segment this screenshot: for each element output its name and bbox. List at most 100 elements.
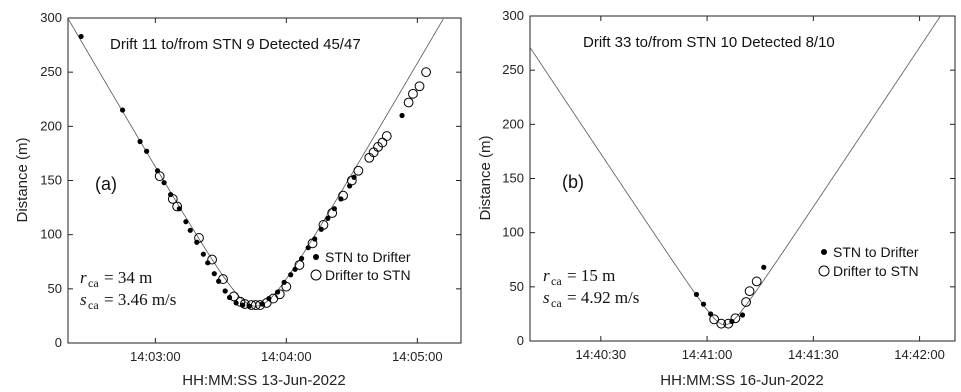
point-drifter-to-stn	[751, 276, 762, 287]
y-tick-label: 300	[40, 10, 62, 25]
point-drifter-to-stn	[381, 131, 392, 141]
y-axis-label-a: Distance (m)	[14, 137, 31, 222]
x-tick-label: 14:41:30	[788, 347, 839, 362]
point-drifter-to-stn	[327, 208, 338, 218]
y-tick-label: 50	[510, 279, 524, 294]
svg-text:ca: ca	[551, 274, 562, 288]
panel-label-a: (a)	[95, 174, 117, 194]
param-s-b: s ca = 4.92 m/s	[543, 288, 639, 310]
point-drifter-to-stn	[294, 260, 305, 270]
param-r-b: r ca = 15 m	[543, 266, 615, 288]
legend-b: STN to Drifter Drifter to STN	[818, 244, 919, 279]
point-drifter-to-stn	[744, 286, 755, 297]
param-s-a: s ca = 3.46 m/s	[80, 290, 176, 312]
y-tick-label: 0	[55, 335, 62, 350]
point-drifter-to-stn	[421, 67, 431, 78]
legend-label-stn-to-drifter-b: STN to Drifter	[833, 244, 919, 260]
point-stn-to-drifter	[399, 112, 405, 119]
y-tick-label: 250	[502, 62, 524, 77]
point-drifter-to-stn	[338, 190, 349, 201]
y-tick-label: 100	[502, 225, 524, 240]
point-stn-to-drifter	[211, 271, 217, 277]
legend-label-stn-to-drifter-a: STN to Drifter	[325, 249, 411, 265]
y-tick-label: 50	[48, 281, 62, 296]
svg-text:s: s	[80, 290, 87, 309]
x-tick-label: 14:41:00	[682, 347, 733, 362]
point-drifter-to-stn	[250, 300, 261, 310]
param-r-a: r ca = 34 m	[80, 268, 152, 290]
point-drifter-to-stn	[716, 318, 727, 329]
chart-title-a: Drift 11 to/from STN 9 Detected 45/47	[110, 36, 361, 53]
legend-marker-filled-a	[313, 254, 319, 260]
y-tick-label: 100	[40, 227, 62, 242]
y-tick-label: 0	[517, 333, 524, 348]
point-drifter-to-stn	[403, 97, 414, 108]
point-drifter-to-stn	[274, 289, 285, 300]
point-drifter-to-stn	[318, 220, 329, 230]
point-stn-to-drifter	[144, 148, 150, 154]
x-axis-label-a: HH:MM:SS 13-Jun-2022	[182, 372, 345, 389]
svg-text:ca: ca	[88, 298, 99, 312]
plot-frame-b	[529, 15, 956, 342]
svg-text:= 4.92 m/s: = 4.92 m/s	[567, 288, 639, 307]
point-drifter-to-stn	[730, 313, 741, 324]
point-stn-to-drifter	[161, 180, 167, 186]
y-tick-label: 300	[502, 8, 524, 23]
point-stn-to-drifter	[292, 266, 298, 272]
y-tick-label: 200	[40, 118, 62, 133]
svg-text:= 15 m: = 15 m	[567, 266, 615, 285]
point-stn-to-drifter	[693, 291, 700, 298]
point-drifter-to-stn	[154, 171, 165, 182]
legend-label-drifter-to-stn-a: Drifter to STN	[325, 267, 411, 283]
point-stn-to-drifter	[739, 312, 746, 318]
y-tick-label: 200	[502, 116, 524, 131]
x-tick-label: 14:05:00	[392, 349, 443, 364]
point-stn-to-drifter	[288, 272, 294, 278]
axis-ticks-a: 0 50 100 150 200 250 300 14:03:00 14:04:00 14:05:…	[40, 10, 461, 364]
point-stn-to-drifter	[700, 301, 707, 307]
point-stn-to-drifter	[299, 255, 305, 262]
point-stn-to-drifter	[200, 251, 206, 257]
point-stn-to-drifter	[137, 138, 143, 145]
panel-label-b: (b)	[562, 172, 584, 192]
point-drifter-to-stn	[235, 296, 246, 307]
svg-text:ca: ca	[551, 296, 562, 310]
point-stn-to-drifter	[761, 264, 767, 270]
x-tick-label: 14:40:30	[576, 347, 627, 362]
point-drifter-to-stn	[239, 299, 250, 309]
point-stn-to-drifter	[222, 288, 228, 294]
chart-title-b: Drift 33 to/from STN 10 Detected 8/10	[583, 34, 835, 51]
y-tick-label: 150	[502, 171, 524, 186]
point-drifter-to-stn	[741, 297, 751, 307]
model-curve-b	[529, 16, 941, 326]
svg-text:= 34 m: = 34 m	[104, 268, 152, 287]
data-points-a	[78, 33, 431, 310]
data-points-b	[693, 264, 767, 329]
point-drifter-to-stn	[207, 254, 218, 265]
x-tick-label: 14:04:00	[261, 349, 312, 364]
x-tick-label: 14:03:00	[130, 349, 181, 364]
panel-b: 0 50 100 150 200 250 300 14:40:30 14:41:00 14:41:…	[477, 8, 956, 389]
point-drifter-to-stn	[346, 175, 357, 186]
point-drifter-to-stn	[218, 274, 228, 284]
svg-text:r: r	[80, 268, 87, 287]
point-drifter-to-stn	[167, 194, 178, 204]
point-stn-to-drifter	[325, 215, 331, 222]
panel-a: 0 50 100 150 200 250 300 14:03:00 14:04:00 14:05:…	[14, 10, 462, 389]
y-tick-label: 250	[40, 64, 62, 79]
point-drifter-to-stn	[194, 233, 204, 243]
point-drifter-to-stn	[255, 300, 266, 310]
point-stn-to-drifter	[187, 227, 193, 233]
point-stn-to-drifter	[205, 260, 211, 266]
legend-a: STN to Drifter Drifter to STN	[310, 249, 411, 283]
y-tick-label: 150	[40, 173, 62, 188]
axis-ticks-b: 0 50 100 150 200 250 300 14:40:30 14:41:00 14:41:…	[502, 8, 955, 362]
legend-marker-filled-b	[821, 249, 827, 255]
legend-marker-open-a	[310, 269, 322, 281]
point-drifter-to-stn	[414, 81, 425, 92]
point-drifter-to-stn	[307, 238, 318, 249]
point-stn-to-drifter	[305, 245, 311, 251]
point-drifter-to-stn	[408, 88, 418, 99]
point-stn-to-drifter	[176, 206, 182, 212]
